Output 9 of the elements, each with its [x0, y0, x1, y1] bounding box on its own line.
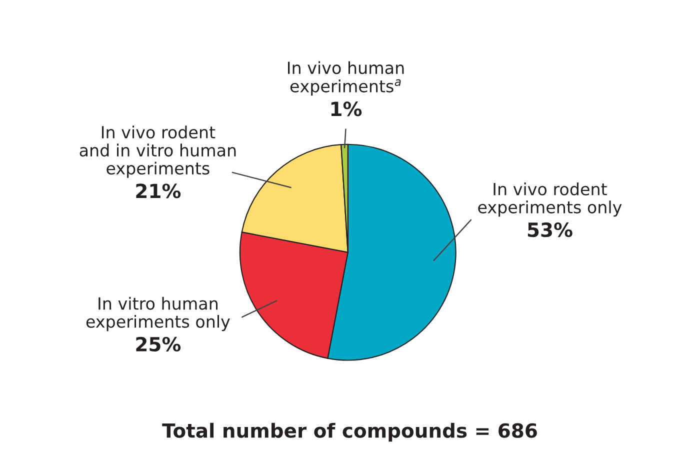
data-label: 25%: [136, 336, 181, 352]
data-label: 1%: [331, 102, 362, 116]
slice-label: In vivo human experiments$^{a}$: [288, 61, 404, 96]
data-label: 53%: [528, 222, 572, 238]
slice-label: In vivo rodent experiments only: [478, 182, 622, 217]
text: Total number of compounds = 686: [162, 422, 537, 442]
slice-label: In vivo rodent and in vitro human experiments: [80, 126, 236, 178]
slice-label: In vitro human experiments only: [86, 296, 230, 332]
data-label: 21%: [136, 184, 181, 198]
